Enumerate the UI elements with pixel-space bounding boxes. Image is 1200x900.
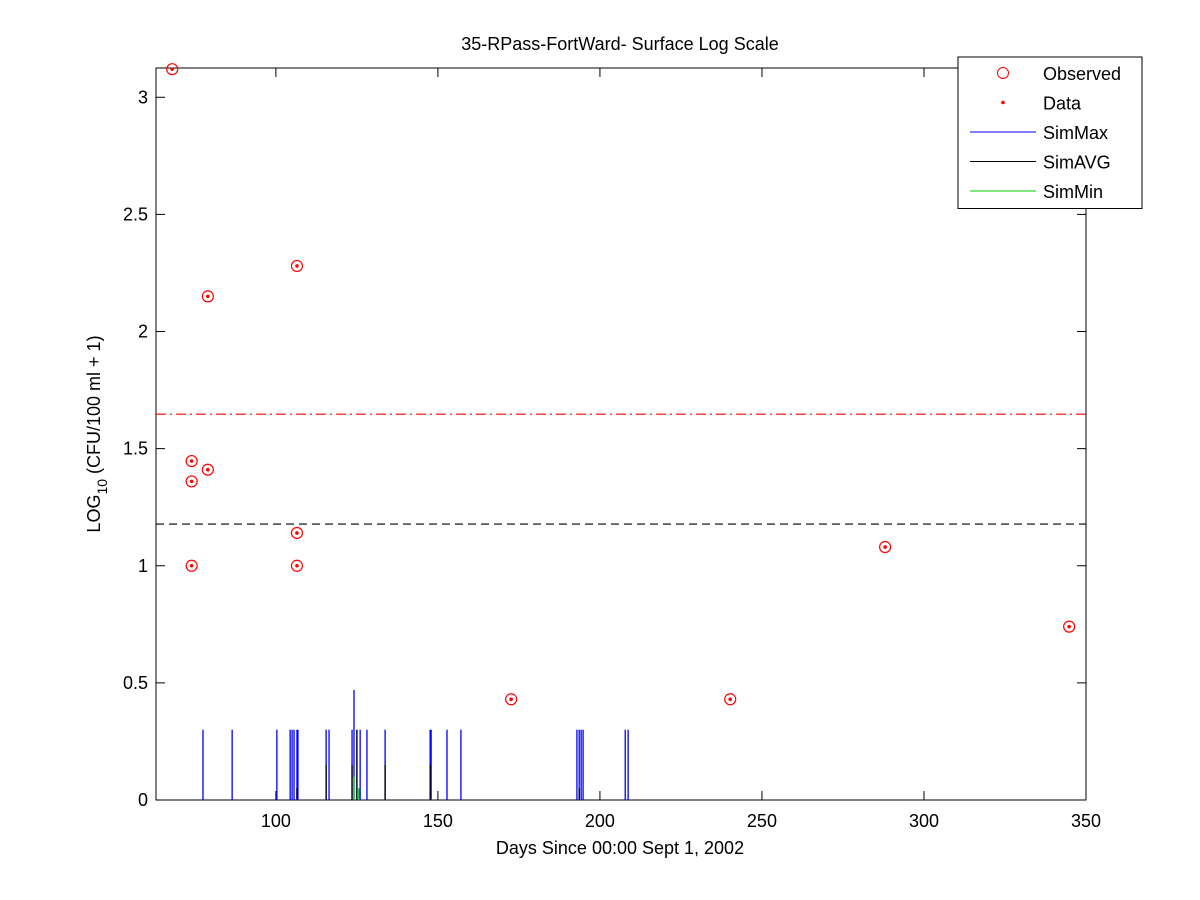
plot-frame [155, 67, 1087, 801]
legend-label: SimMin [1043, 182, 1103, 202]
x-tick-label: 150 [423, 811, 453, 831]
observed-marker [201, 463, 214, 476]
observed-marker [185, 475, 198, 488]
observed-marker [201, 290, 214, 303]
y-tick-label: 2.5 [123, 204, 148, 224]
observed-marker [185, 559, 198, 572]
data-dot [189, 459, 194, 463]
legend-box [957, 56, 1143, 209]
y-label-sub: 10 [94, 479, 110, 495]
data-dot [170, 67, 175, 71]
data-dot [1067, 624, 1071, 629]
y-tick-label: 0 [138, 790, 148, 810]
y-tick-label: 2 [138, 322, 148, 342]
observed-marker [185, 454, 198, 468]
observed-marker [878, 540, 892, 554]
data-dot [509, 697, 513, 702]
y-tick-label: 3 [138, 87, 148, 107]
x-tick-label: 100 [261, 811, 291, 831]
observed-marker [1063, 620, 1076, 633]
y-label-main: LOG [84, 495, 104, 533]
x-axis-label: Days Since 00:00 Sept 1, 2002 [496, 838, 744, 858]
data-dot [295, 531, 299, 535]
chart-title: 35-RPass-FortWard- Surface Log Scale [461, 34, 778, 54]
data-dot [883, 545, 887, 549]
legend-swatch [1001, 100, 1005, 105]
data-dot [189, 479, 194, 484]
y-tick-label: 0.5 [123, 673, 148, 693]
legend-label: SimAVG [1043, 153, 1111, 173]
observed-marker [290, 559, 304, 572]
data-dot [189, 563, 194, 568]
data-dot [295, 264, 299, 268]
legend-swatch [997, 67, 1009, 79]
observed-marker [724, 693, 737, 706]
observed-marker [505, 693, 518, 706]
legend-label: SimMax [1043, 123, 1108, 143]
y-tick-label: 1.5 [123, 439, 148, 459]
observed-marker [166, 63, 179, 76]
x-tick-label: 200 [585, 811, 615, 831]
x-tick-label: 300 [909, 811, 939, 831]
y-axis-label: LOG10 (CFU/100 ml + 1) [84, 335, 110, 532]
observed-marker [290, 259, 304, 273]
x-tick-label: 250 [747, 811, 777, 831]
data-dot [206, 467, 210, 472]
observed-marker [290, 526, 304, 540]
y-tick-label: 1 [138, 556, 148, 576]
data-dot [206, 294, 210, 299]
legend-label: Observed [1043, 64, 1121, 84]
y-label-rest: (CFU/100 ml + 1) [84, 335, 104, 479]
data-dot [295, 563, 299, 568]
legend-label: Data [1043, 94, 1082, 114]
x-tick-label: 350 [1071, 811, 1101, 831]
data-dot [728, 697, 733, 702]
